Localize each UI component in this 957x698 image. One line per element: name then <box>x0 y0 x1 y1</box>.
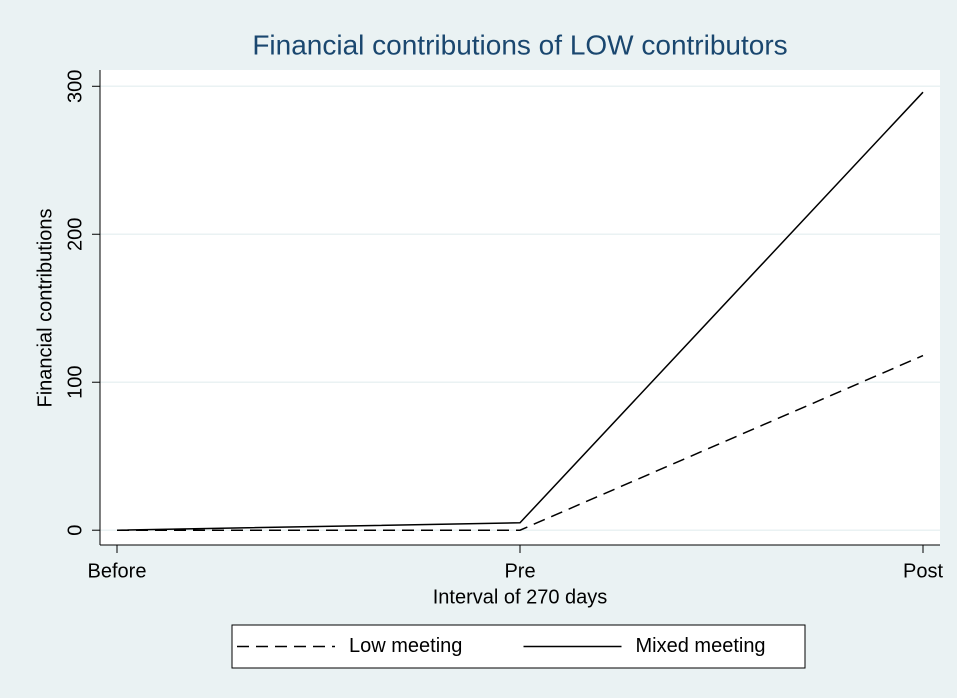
y-tick-label: 0 <box>64 525 86 536</box>
chart-title: Financial contributions of LOW contribut… <box>252 29 787 60</box>
series-line <box>117 354 924 531</box>
series-line <box>116 91 924 531</box>
y-axis-label: Financial contributions <box>34 209 56 408</box>
x-tick-label: Pre <box>504 560 535 582</box>
x-tick-label: Post <box>903 560 943 582</box>
legend-box <box>231 624 806 669</box>
x-axis-label: Interval of 270 days <box>433 586 608 608</box>
plot-area <box>100 70 940 545</box>
y-tick-label: 300 <box>64 70 86 103</box>
y-tick-label: 100 <box>64 366 86 399</box>
y-tick-label: 200 <box>64 218 86 251</box>
legend-label: Low meeting <box>349 635 462 657</box>
legend-label: Mixed meeting <box>636 635 766 657</box>
x-tick-label: Before <box>88 560 147 582</box>
